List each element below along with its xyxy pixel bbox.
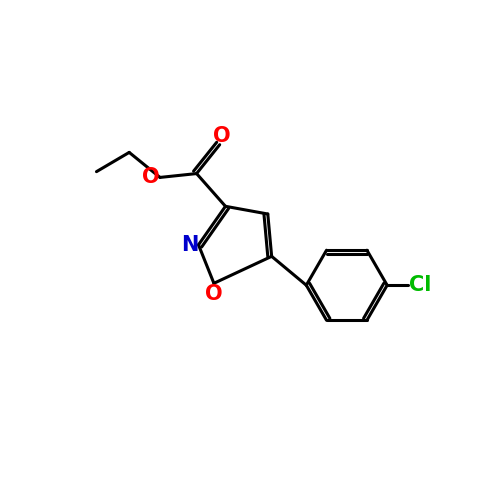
Text: O: O — [213, 126, 230, 146]
Text: N: N — [182, 235, 198, 255]
Text: Cl: Cl — [410, 275, 432, 295]
Text: O: O — [142, 168, 159, 188]
Text: O: O — [205, 284, 222, 304]
